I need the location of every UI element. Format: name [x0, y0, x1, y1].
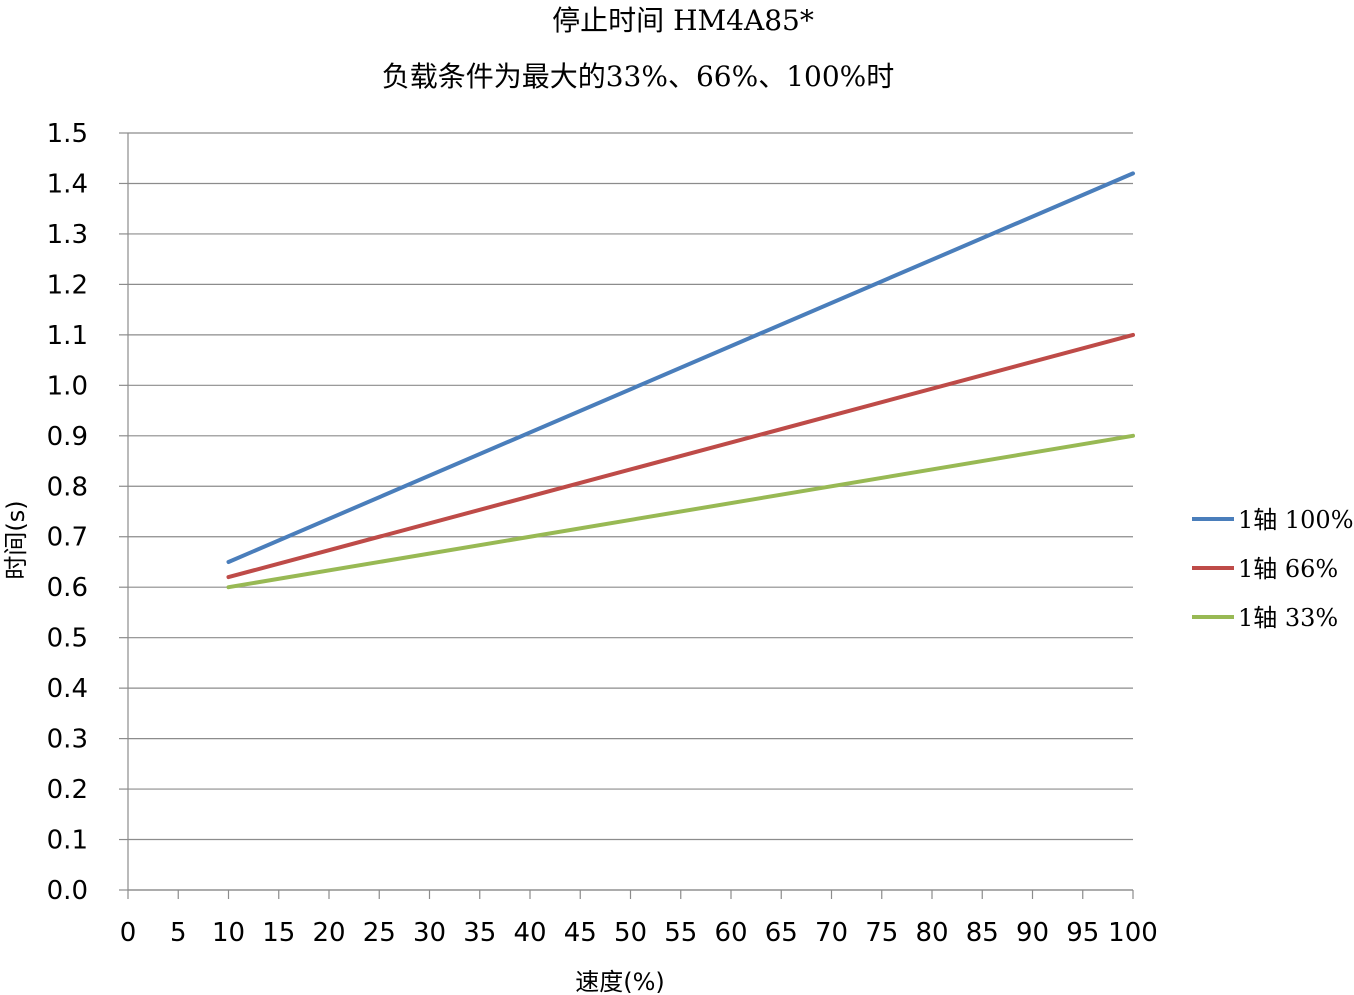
x-tick-label: 85 [966, 918, 999, 948]
y-tick-label: 1.3 [47, 220, 88, 250]
y-tick-label: 0.0 [47, 876, 88, 906]
x-tick-labels: 0 5 10 15 20 25 30 35 40 45 50 55 60 65 70 75 80 85 90 95 10… [120, 918, 1158, 948]
series-line-1 [226, 332, 1135, 580]
y-tick-label: 0.1 [47, 826, 88, 856]
x-tick-label: 20 [312, 918, 345, 948]
x-tick-label: 55 [664, 918, 697, 948]
y-tick-label: 1.0 [47, 371, 88, 401]
x-tick-label: 65 [765, 918, 798, 948]
y-tick-label: 1.5 [47, 119, 88, 149]
legend: 1轴 100% 1轴 66% 1轴 33% [1192, 506, 1354, 632]
y-tick-label: 0.8 [47, 472, 88, 502]
x-tick-label: 25 [363, 918, 396, 948]
x-tick-label: 15 [262, 918, 295, 948]
x-tick-label: 10 [212, 918, 245, 948]
legend-label-1: 1轴 66% [1238, 555, 1338, 583]
y-tick-label: 0.6 [47, 573, 88, 603]
legend-label-2: 1轴 33% [1238, 604, 1338, 632]
x-tick-label: 75 [865, 918, 898, 948]
y-tick-label: 1.2 [47, 270, 88, 300]
y-axis-label: 时间(s) [2, 500, 30, 579]
y-tick-label: 0.5 [47, 624, 88, 654]
y-tick-label: 0.9 [47, 422, 88, 452]
x-tick-label: 90 [1016, 918, 1049, 948]
x-tick-label: 40 [513, 918, 546, 948]
x-tick-label: 60 [714, 918, 747, 948]
x-tick-label: 70 [815, 918, 848, 948]
axes [119, 132, 1134, 899]
chart-title: 停止时间 HM4A85* [552, 4, 814, 37]
legend-label-0: 1轴 100% [1238, 506, 1354, 534]
x-axis-label: 速度(%) [575, 968, 665, 995]
y-tick-label: 0.3 [47, 725, 88, 755]
y-tick-label: 0.7 [47, 523, 88, 553]
x-tick-label: 45 [564, 918, 597, 948]
x-tick-label: 50 [614, 918, 647, 948]
y-tick-labels: 0.0 0.1 0.2 0.3 0.4 0.5 0.6 0.7 0.8 0.9 1.0 1.1 1.2 1… [47, 119, 88, 906]
chart-subtitle: 负载条件为最大的33%、66%、100%时 [382, 60, 895, 93]
y-tick-label: 0.2 [47, 775, 88, 805]
x-tick-label: 95 [1066, 918, 1099, 948]
y-tick-label: 1.1 [47, 321, 88, 351]
series-lines [226, 171, 1135, 590]
y-tick-label: 1.4 [47, 169, 88, 199]
x-tick-label: 5 [170, 918, 187, 948]
x-tick-label: 100 [1108, 918, 1158, 948]
x-tick-label: 80 [915, 918, 948, 948]
series-line-0 [226, 171, 1135, 564]
series-line-2 [226, 433, 1135, 590]
x-tick-label: 35 [463, 918, 496, 948]
gridlines [128, 132, 1133, 891]
y-tick-label: 0.4 [47, 674, 88, 704]
x-tick-label: 30 [413, 918, 446, 948]
x-tick-label: 0 [120, 918, 137, 948]
